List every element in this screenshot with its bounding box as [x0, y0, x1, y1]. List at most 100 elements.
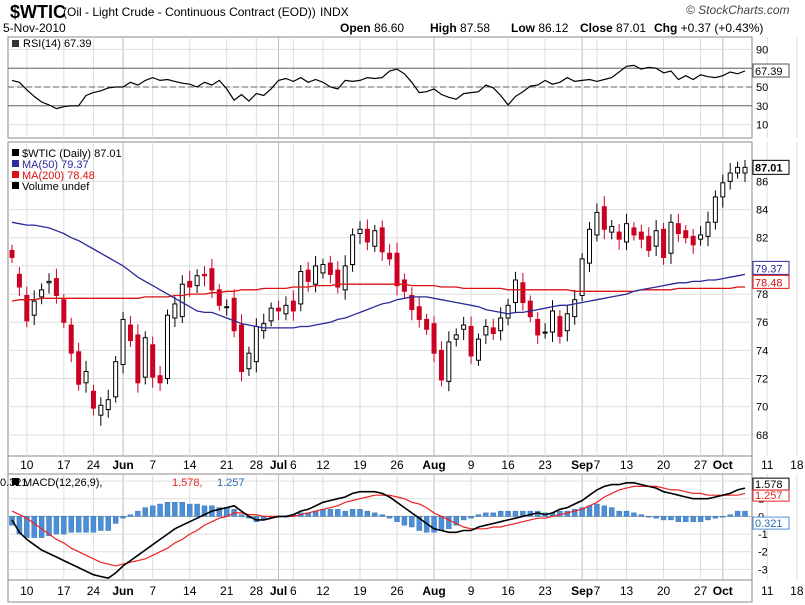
x-tick-label: 10 [20, 584, 34, 598]
rsi-legend-marker [12, 40, 19, 47]
candle-body [216, 289, 222, 306]
x-tick-label: Oct [713, 458, 733, 472]
x-tick-label: 11 [761, 458, 774, 472]
rsi-last-label: 67.39 [755, 66, 783, 78]
x-tick-label: Aug [422, 458, 445, 472]
macd-histogram-bar [490, 512, 496, 517]
macd-histogram-bar [68, 516, 74, 533]
rsi-last-box [752, 63, 790, 78]
x-tick-label: 27 [694, 458, 708, 472]
candle-body [638, 231, 644, 240]
macd-histogram-bar [512, 510, 519, 517]
candle-body [483, 325, 489, 336]
rsi-tick-label: 90 [756, 44, 768, 56]
candle-body [609, 225, 615, 233]
candle-body [727, 172, 733, 182]
candle-body [342, 265, 348, 291]
macd-histogram-bar [653, 516, 659, 519]
candle-body [616, 231, 622, 240]
macd-histogram-bar [594, 503, 600, 517]
candle-body [712, 196, 718, 223]
candle-body [527, 300, 533, 318]
macd-histogram-bar [379, 514, 385, 517]
candle-body [453, 334, 459, 340]
price-tick-label: 78 [756, 289, 768, 301]
candle-body [46, 280, 52, 284]
candle-body [150, 344, 156, 378]
x-tick-label: 24 [87, 458, 101, 472]
macd-histogram-bar [142, 507, 148, 517]
candle-body [431, 323, 437, 354]
candle-body [594, 211, 600, 236]
macd-histogram-bar [83, 516, 89, 533]
macd-histogram-bar [697, 516, 704, 522]
macd-histogram-bar [646, 516, 652, 518]
price-legend-0: $WTIC (Daily) 87.01 [22, 148, 122, 160]
price-legend-1: MA(50) 79.37 [22, 159, 89, 171]
macd-frame [7, 473, 753, 581]
macd-histogram-bar [53, 516, 60, 535]
candle-body [512, 279, 518, 304]
symbol-title: $WTIC [10, 2, 66, 22]
candle-body [53, 278, 59, 296]
macd-histogram-bar [705, 516, 711, 521]
x-axis-strip-bottom [7, 579, 753, 603]
x-tick-label: 6 [290, 458, 297, 472]
candle-body [379, 227, 385, 253]
macd-histogram-bar [320, 509, 326, 517]
candle-body [239, 324, 245, 373]
x-tick-label: 17 [57, 584, 71, 598]
price-tick-label: 72 [756, 374, 768, 386]
macd-histogram-bar [364, 510, 371, 517]
price-panel: 6870727476788082848687.0179.3778.48$WTIC… [8, 148, 790, 442]
price-legend-marker [12, 182, 19, 189]
candle-body [61, 299, 67, 323]
candle-body [120, 318, 126, 365]
x-tick-label: 24 [87, 584, 101, 598]
macd-histogram-bar [194, 503, 200, 517]
x-tick-label: 14 [183, 584, 197, 598]
x-tick-label: 14 [183, 458, 197, 472]
x-tick-label: 26 [390, 584, 404, 598]
macd-histogram-bar [186, 503, 193, 517]
macd-legend-2: 1.257 [217, 477, 245, 489]
candle-body [624, 223, 630, 243]
price-legend-marker [12, 160, 19, 167]
candle-body [113, 361, 119, 398]
macd-histogram-bar [683, 516, 689, 522]
macd-histogram-bar [727, 514, 733, 517]
chart-header: $WTIC (Oil - Light Crude - Continuous Co… [0, 0, 805, 36]
macd-histogram-bar [638, 514, 645, 517]
macd-histogram-bar [216, 507, 223, 517]
candle-body [127, 324, 133, 342]
candle-body [135, 334, 141, 384]
candle-body [357, 228, 363, 235]
macd-histogram-bar [742, 510, 748, 517]
macd-histogram-bar [386, 516, 393, 519]
histogram-last-box [752, 516, 790, 530]
candle-body [520, 282, 526, 304]
macd-histogram-bar [135, 510, 141, 517]
x-tick-label: 26 [390, 458, 404, 472]
candle-body [290, 300, 296, 312]
rsi-legend: RSI(14) 67.39 [23, 38, 91, 50]
signal-last-box [752, 489, 790, 502]
candle-body [668, 221, 674, 254]
price-tick-label: 76 [756, 317, 768, 329]
x-tick-label: Jul [270, 584, 287, 598]
price-legend-marker [12, 149, 19, 156]
macd-histogram-bar [46, 516, 52, 537]
signal-last-label: 1.257 [755, 490, 783, 502]
candle-body [246, 352, 252, 370]
candle-body [631, 227, 637, 236]
candle-body [253, 325, 259, 363]
ma200-last-label: 78.48 [755, 277, 783, 289]
x-tick-label: 20 [657, 458, 671, 472]
candle-body [438, 349, 444, 381]
candle-body [209, 268, 215, 291]
macd-histogram-bar [164, 502, 171, 517]
candle-body [653, 230, 659, 247]
candle-body [202, 273, 208, 277]
macd-histogram-bar [372, 512, 378, 517]
